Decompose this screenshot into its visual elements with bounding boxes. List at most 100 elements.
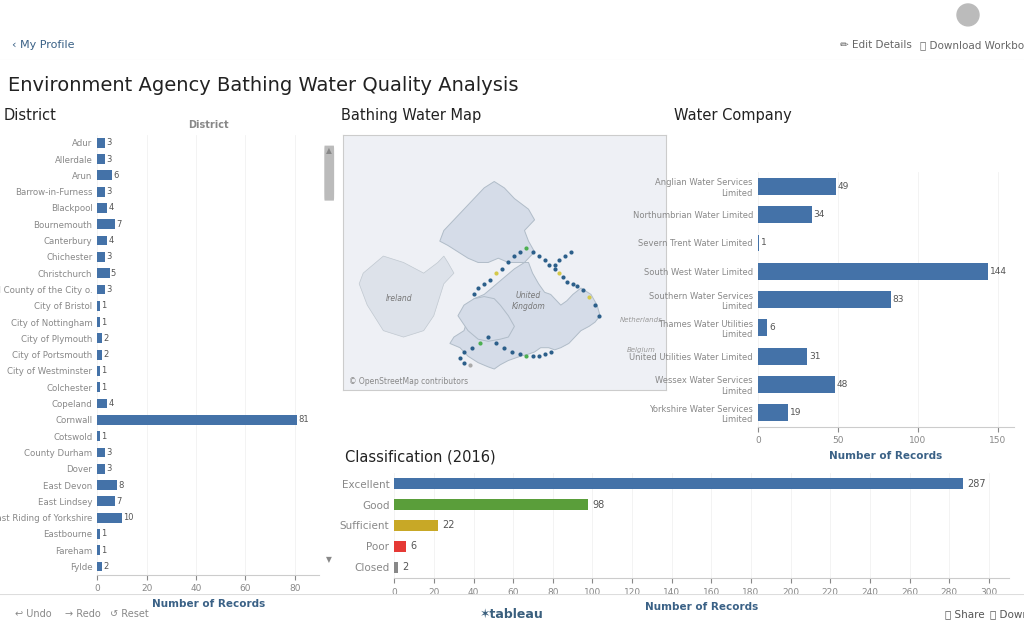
Text: 49: 49 — [838, 182, 849, 191]
Point — [456, 347, 472, 357]
Point — [541, 260, 557, 270]
Bar — [97, 333, 102, 344]
Polygon shape — [450, 262, 600, 369]
Point — [547, 264, 563, 274]
Bar — [97, 512, 122, 523]
Bar — [758, 178, 837, 195]
Bar — [394, 540, 407, 552]
Text: 3: 3 — [105, 154, 112, 164]
Text: 7: 7 — [116, 497, 121, 506]
Text: 4: 4 — [109, 203, 114, 213]
Text: 1: 1 — [101, 318, 106, 326]
Bar — [394, 561, 398, 573]
Bar — [97, 138, 104, 148]
Text: 4: 4 — [109, 399, 114, 408]
Point — [466, 290, 482, 300]
Point — [591, 311, 607, 321]
Bar — [97, 284, 104, 295]
Text: ▲: ▲ — [327, 145, 332, 154]
Text: 144: 144 — [990, 267, 1007, 276]
Point — [512, 247, 528, 257]
Point — [470, 283, 486, 293]
Point — [456, 358, 472, 368]
Bar — [97, 448, 104, 457]
Text: 2: 2 — [103, 350, 109, 359]
Text: 34: 34 — [814, 210, 825, 219]
Point — [452, 353, 468, 363]
Bar — [758, 319, 767, 337]
Bar — [758, 234, 760, 251]
Bar — [97, 219, 115, 229]
Text: Ireland: Ireland — [386, 294, 413, 303]
Text: 31: 31 — [809, 352, 820, 361]
Text: ▼: ▼ — [327, 555, 332, 564]
Text: AUTHORS: AUTHORS — [616, 10, 673, 20]
Text: 1: 1 — [101, 432, 106, 441]
Text: 6: 6 — [410, 542, 416, 551]
Point — [568, 281, 585, 291]
Point — [559, 277, 575, 287]
Point — [530, 351, 547, 361]
X-axis label: Number of Records: Number of Records — [829, 451, 942, 461]
Bar — [97, 399, 108, 408]
Bar — [97, 545, 99, 555]
Point — [537, 255, 553, 265]
Point — [524, 351, 541, 361]
Point — [512, 349, 528, 359]
Text: ACTIVITY: ACTIVITY — [861, 10, 914, 20]
Text: District: District — [3, 108, 56, 123]
Point — [587, 300, 603, 310]
Text: 83: 83 — [892, 295, 903, 304]
Text: 2: 2 — [103, 334, 109, 343]
X-axis label: Number of Records: Number of Records — [152, 599, 265, 609]
Text: 8: 8 — [118, 481, 124, 490]
Bar — [758, 376, 835, 393]
Point — [496, 343, 512, 353]
Text: ⛶ Share: ⛶ Share — [945, 610, 985, 619]
Point — [518, 351, 535, 361]
Bar — [394, 519, 438, 531]
Bar — [394, 478, 963, 490]
Circle shape — [957, 4, 979, 26]
Bar — [97, 154, 104, 164]
Text: 48: 48 — [837, 380, 848, 389]
Text: GALLERY: GALLERY — [535, 10, 586, 20]
Bar — [97, 529, 99, 539]
Point — [551, 255, 567, 265]
Point — [524, 247, 541, 257]
Point — [500, 257, 516, 267]
Bar — [97, 203, 108, 213]
Bar — [97, 464, 104, 474]
Text: © OpenStreetMap contributors: © OpenStreetMap contributors — [349, 377, 469, 387]
Point — [472, 338, 488, 349]
Polygon shape — [439, 182, 535, 262]
Text: ↺ Reset: ↺ Reset — [110, 610, 148, 619]
Text: 2: 2 — [402, 563, 409, 572]
Bar — [97, 187, 104, 197]
Bar — [97, 497, 115, 506]
Point — [543, 347, 559, 357]
Point — [495, 264, 511, 274]
Text: 7: 7 — [116, 220, 121, 229]
Text: → Redo: → Redo — [65, 610, 100, 619]
Point — [547, 260, 563, 270]
Point — [476, 279, 493, 289]
Text: 6: 6 — [769, 323, 775, 332]
FancyBboxPatch shape — [325, 145, 334, 201]
Text: 1: 1 — [101, 301, 106, 311]
Text: ⌕: ⌕ — [1000, 8, 1010, 22]
Text: Bathing Water Map: Bathing Water Map — [341, 108, 481, 123]
Point — [574, 285, 591, 295]
Bar — [758, 206, 812, 223]
Text: 98: 98 — [593, 500, 605, 509]
Text: 3: 3 — [105, 187, 112, 196]
Text: Netherlands: Netherlands — [621, 317, 663, 323]
Text: United
Kingdom: United Kingdom — [512, 291, 546, 311]
Text: 3: 3 — [105, 285, 112, 294]
Point — [464, 343, 480, 353]
Text: ✏ Edit Details: ✏ Edit Details — [840, 40, 912, 50]
Text: 22: 22 — [441, 521, 455, 530]
Polygon shape — [458, 297, 514, 341]
Text: 10: 10 — [123, 513, 134, 522]
Text: 3: 3 — [105, 464, 112, 473]
